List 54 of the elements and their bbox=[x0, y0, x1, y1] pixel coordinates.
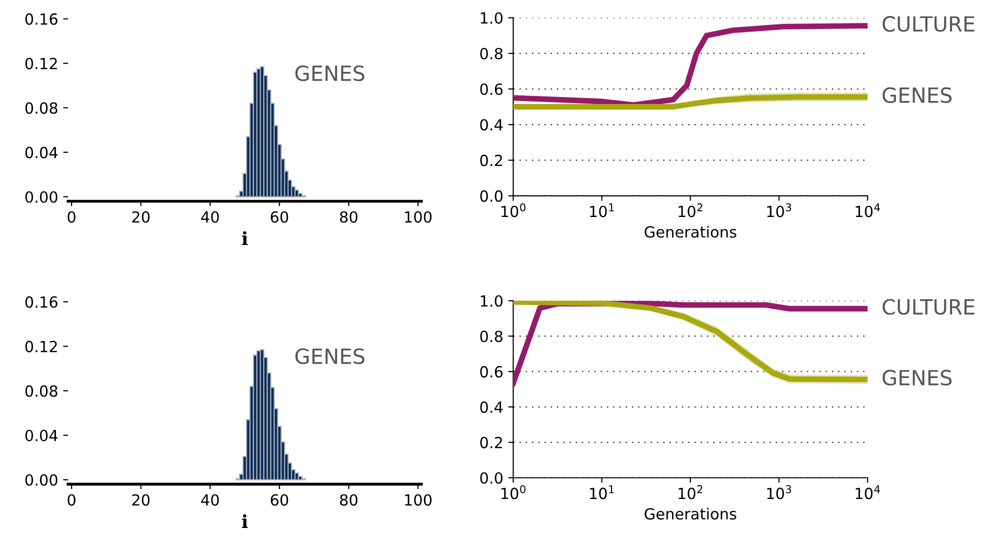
x-tick-label: 40 bbox=[201, 211, 219, 223]
y-tick-label: 0.8 bbox=[480, 330, 502, 342]
x-tick-label: 10$^{1}$ bbox=[590, 485, 614, 500]
annotation: GENES bbox=[295, 348, 364, 364]
x-tick-label: 0 bbox=[68, 494, 76, 506]
y-tick-label: 0.00 bbox=[25, 191, 58, 203]
y-tick-label: 0.00 bbox=[25, 474, 58, 486]
x-tick-label: 100 bbox=[405, 211, 432, 223]
y-tick-label: 1.0 bbox=[480, 12, 503, 24]
y-tick-label: 0.04 bbox=[25, 146, 58, 158]
series-label: GENES bbox=[882, 370, 952, 386]
y-tick-label: 1.0 bbox=[480, 295, 503, 307]
y-tick-label: 0.04 bbox=[25, 430, 58, 442]
x-tick-label: 10$^{0}$ bbox=[501, 203, 526, 218]
x-axis-title: Generations bbox=[644, 508, 736, 520]
y-tick-label: 0.12 bbox=[25, 58, 57, 70]
series-label: CULTURE bbox=[882, 16, 974, 32]
x-axis-title: i bbox=[242, 514, 248, 528]
x-tick-label: 10$^{4}$ bbox=[856, 485, 880, 500]
x-tick-label: 10$^{3}$ bbox=[767, 203, 792, 218]
x-tick-label: 100 bbox=[405, 494, 432, 506]
y-tick-label: 0.6 bbox=[480, 366, 503, 378]
x-tick-label: 80 bbox=[340, 211, 358, 223]
y-tick-label: 0.12 bbox=[25, 340, 57, 352]
annotation: GENES bbox=[295, 65, 364, 82]
x-tick-label: 0 bbox=[68, 211, 76, 223]
y-tick-label: 0.0 bbox=[480, 190, 503, 202]
series-label: GENES bbox=[882, 87, 952, 104]
y-tick-label: 0.08 bbox=[25, 385, 58, 397]
y-tick-label: 0.6 bbox=[480, 83, 503, 96]
x-tick-label: 40 bbox=[201, 494, 219, 506]
y-tick-label: 0.0 bbox=[480, 472, 503, 484]
x-tick-label: 20 bbox=[132, 211, 150, 223]
y-tick-label: 0.2 bbox=[480, 436, 502, 448]
x-tick-label: 10$^{2}$ bbox=[678, 203, 702, 218]
series-label: CULTURE bbox=[882, 298, 974, 315]
y-tick-label: 0.2 bbox=[480, 154, 502, 166]
x-tick-label: 60 bbox=[270, 211, 288, 223]
y-tick-label: 0.16 bbox=[25, 296, 58, 308]
x-axis-title: i bbox=[242, 231, 248, 245]
x-tick-label: 10$^{2}$ bbox=[678, 485, 702, 500]
y-tick-label: 0.4 bbox=[480, 401, 503, 413]
y-tick-label: 0.16 bbox=[25, 13, 58, 25]
x-tick-label: 10$^{3}$ bbox=[767, 485, 792, 500]
x-tick-label: 10$^{0}$ bbox=[501, 485, 526, 500]
x-tick-label: 80 bbox=[340, 494, 358, 506]
x-axis-title: Generations bbox=[644, 226, 736, 238]
x-tick-label: 20 bbox=[132, 494, 150, 506]
x-tick-label: 10$^{4}$ bbox=[856, 203, 880, 218]
y-tick-label: 0.4 bbox=[480, 119, 503, 131]
y-tick-label: 0.8 bbox=[480, 48, 502, 60]
x-tick-label: 10$^{1}$ bbox=[590, 203, 614, 218]
y-tick-label: 0.08 bbox=[25, 102, 58, 114]
x-tick-label: 60 bbox=[270, 494, 288, 506]
